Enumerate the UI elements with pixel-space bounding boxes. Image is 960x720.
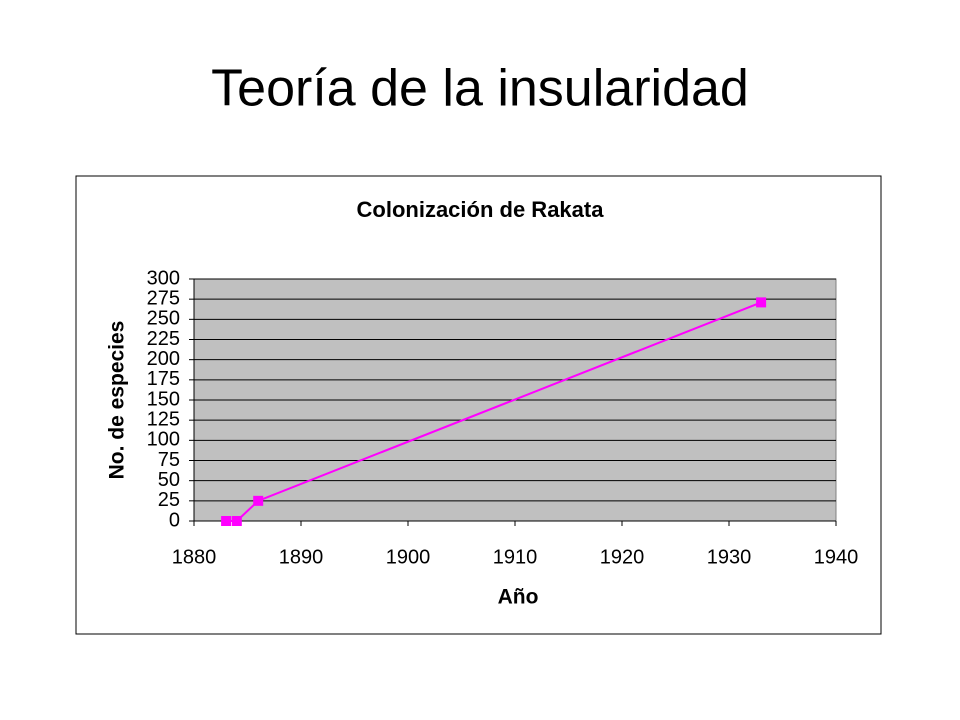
data-point xyxy=(756,297,767,308)
chart-title: Colonización de Rakata xyxy=(357,197,605,222)
y-tick-label: 75 xyxy=(158,449,180,471)
y-tick-label: 50 xyxy=(158,469,180,491)
y-tick-label: 250 xyxy=(147,308,180,330)
x-tick-label: 1900 xyxy=(386,546,431,568)
data-point xyxy=(221,516,232,526)
y-tick-label: 25 xyxy=(158,489,180,511)
x-tick-label: 1940 xyxy=(814,546,859,568)
y-tick-label: 200 xyxy=(147,348,180,370)
x-tick-label: 1910 xyxy=(493,546,538,568)
data-point xyxy=(253,495,264,506)
y-tick-label: 300 xyxy=(147,267,180,289)
y-tick-label: 150 xyxy=(147,388,180,410)
data-point xyxy=(231,516,242,526)
x-tick-label: 1920 xyxy=(600,546,645,568)
series-line xyxy=(226,301,762,522)
slide-title: Teoría de la insularidad xyxy=(211,60,749,118)
y-axis-label: No. de especies xyxy=(106,321,129,480)
y-tick-label: 125 xyxy=(147,408,180,430)
y-tick-label: 100 xyxy=(147,429,180,451)
x-tick-label: 1880 xyxy=(172,546,217,568)
x-tick-label: 1930 xyxy=(707,546,752,568)
x-axis-label: Año xyxy=(498,586,539,609)
y-tick-label: 0 xyxy=(169,509,180,531)
y-tick-label: 175 xyxy=(147,368,180,390)
x-tick-label: 1890 xyxy=(279,546,324,568)
y-tick-label: 225 xyxy=(147,328,180,350)
y-tick-label: 275 xyxy=(147,287,180,309)
